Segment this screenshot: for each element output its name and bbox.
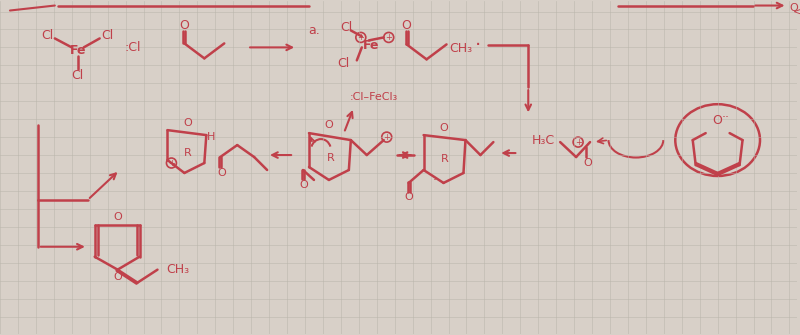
Text: O: O bbox=[114, 212, 122, 222]
Text: O: O bbox=[183, 118, 192, 128]
Text: O: O bbox=[179, 19, 190, 32]
Text: O: O bbox=[713, 114, 722, 127]
Text: +: + bbox=[574, 138, 582, 147]
Text: H₃C: H₃C bbox=[532, 134, 554, 147]
Text: Cl: Cl bbox=[42, 29, 54, 42]
Text: CH₃: CH₃ bbox=[166, 263, 189, 276]
Text: O: O bbox=[789, 3, 798, 12]
Text: Cl: Cl bbox=[338, 57, 350, 70]
Text: Fe: Fe bbox=[362, 39, 379, 52]
Text: Cl: Cl bbox=[72, 69, 84, 82]
Text: R: R bbox=[327, 153, 334, 163]
Text: ..: .. bbox=[722, 107, 730, 120]
Text: +: + bbox=[386, 33, 392, 42]
Text: ..: .. bbox=[433, 171, 441, 184]
Text: +: + bbox=[168, 158, 175, 168]
Text: O: O bbox=[300, 180, 308, 190]
Text: O: O bbox=[584, 158, 593, 168]
Text: :Cl: :Cl bbox=[124, 41, 141, 54]
Text: H: H bbox=[207, 132, 215, 142]
Text: O: O bbox=[325, 120, 334, 130]
Text: +: + bbox=[383, 133, 390, 142]
Text: CH₃: CH₃ bbox=[449, 42, 472, 55]
Text: O: O bbox=[114, 272, 122, 282]
Text: R: R bbox=[183, 148, 191, 158]
Text: O: O bbox=[404, 192, 413, 202]
Text: O: O bbox=[439, 123, 448, 133]
Text: +: + bbox=[358, 33, 364, 42]
Text: ·: · bbox=[475, 36, 482, 55]
Text: O: O bbox=[217, 168, 226, 178]
Text: R: R bbox=[441, 154, 449, 164]
Text: Fe: Fe bbox=[70, 44, 86, 57]
Text: O: O bbox=[402, 19, 411, 32]
Text: Cl: Cl bbox=[102, 29, 114, 42]
Text: Cl: Cl bbox=[341, 21, 353, 34]
Text: <: < bbox=[793, 6, 800, 16]
Text: :Cl–FeCl₃: :Cl–FeCl₃ bbox=[350, 92, 398, 102]
Text: a.: a. bbox=[308, 24, 320, 37]
